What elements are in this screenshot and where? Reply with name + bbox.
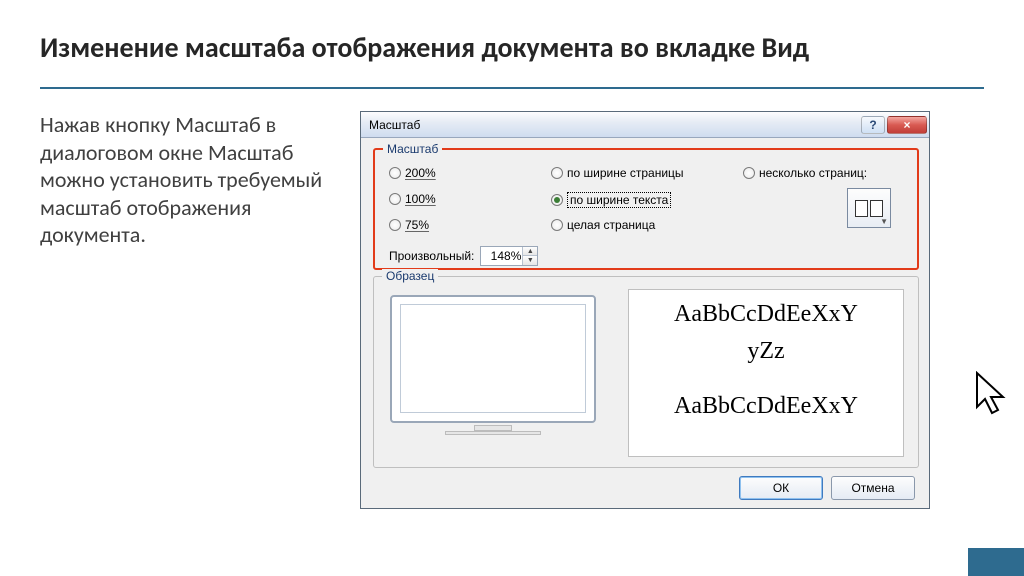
radio-many-pages-label[interactable]: несколько страниц: (759, 166, 867, 180)
radio-whole-page-label[interactable]: целая страница (567, 218, 655, 232)
radio-100[interactable] (389, 193, 401, 205)
radio-text-width-label[interactable]: по ширине текста (567, 192, 671, 208)
corner-accent (968, 548, 1024, 576)
titlebar[interactable]: Масштаб ? × (361, 112, 929, 138)
ok-button[interactable]: ОК (739, 476, 823, 500)
page-icon (855, 200, 868, 217)
sample-groupbox: Образец AaBbCcDdEeXxY yZz AaBbCcDdEeXxY (373, 276, 919, 468)
help-button[interactable]: ? (861, 116, 885, 134)
radio-text-width[interactable] (551, 194, 563, 206)
radio-whole-page[interactable] (551, 219, 563, 231)
page-icon (870, 200, 883, 217)
cursor-icon (975, 371, 1017, 423)
radio-75[interactable] (389, 219, 401, 231)
sample-legend: Образец (382, 269, 438, 283)
dialog-title: Масштаб (369, 118, 859, 132)
custom-zoom-input[interactable] (481, 249, 523, 263)
custom-label: Произвольный: (389, 249, 474, 263)
custom-zoom-spinner[interactable]: ▲ ▼ (480, 246, 538, 266)
radio-page-width[interactable] (551, 167, 563, 179)
dropdown-icon: ▼ (880, 217, 888, 226)
radio-200-label[interactable]: 200% (405, 166, 436, 180)
slide-title: Изменение масштаба отображения документа… (40, 30, 984, 65)
radio-many-pages[interactable] (743, 167, 755, 179)
scale-groupbox: Масштаб 200% 100% 75% по ширине страницы (373, 148, 919, 270)
sample-line-1: AaBbCcDdEeXxY (629, 300, 903, 329)
close-button[interactable]: × (887, 116, 927, 134)
monitor-preview (390, 295, 596, 445)
radio-100-label[interactable]: 100% (405, 192, 436, 206)
many-pages-picker[interactable]: ▼ (847, 188, 891, 228)
sample-line-3: AaBbCcDdEeXxY (629, 392, 903, 421)
radio-75-label[interactable]: 75% (405, 218, 429, 232)
cancel-button[interactable]: Отмена (831, 476, 915, 500)
radio-page-width-label[interactable]: по ширине страницы (567, 166, 684, 180)
spin-down-icon[interactable]: ▼ (523, 256, 537, 265)
slide-description: Нажав кнопку Масштаб в диалоговом окне М… (40, 111, 330, 509)
sample-text-preview: AaBbCcDdEeXxY yZz AaBbCcDdEeXxY (628, 289, 904, 457)
radio-200[interactable] (389, 167, 401, 179)
sample-line-2: yZz (629, 337, 903, 366)
scale-legend: Масштаб (383, 142, 442, 156)
spin-up-icon[interactable]: ▲ (523, 247, 537, 256)
zoom-dialog: Масштаб ? × Масштаб 200% 100% 75% (360, 111, 930, 509)
